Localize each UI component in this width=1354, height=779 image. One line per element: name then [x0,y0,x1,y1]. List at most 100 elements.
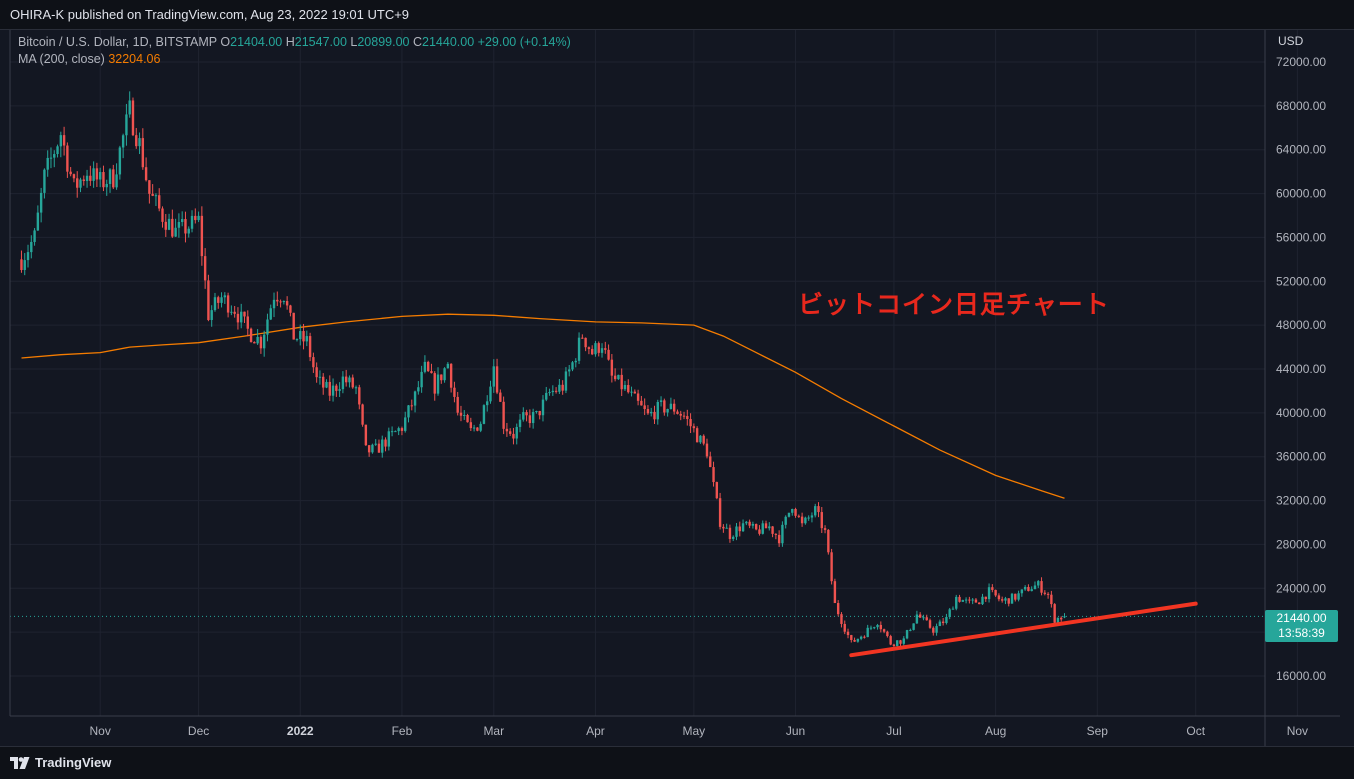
candle-body [630,391,633,393]
candle-body [623,385,627,390]
candle-body [479,423,482,431]
candle-body [1050,594,1053,605]
candle-body [505,428,509,432]
candle-body [1037,581,1040,586]
price-tick-label: 48000.00 [1276,318,1326,332]
candle-body [948,609,951,618]
candle-body [807,517,810,519]
candle-body [650,411,653,414]
candle-body [584,337,587,348]
price-chart[interactable]: 72000.00 68000.00 64000.00 60000.00 56000.00… [0,30,1354,746]
candle-body [56,146,59,155]
candle-body [305,336,309,342]
candle-body [210,310,213,320]
candle-body [105,183,108,188]
candle-body [108,169,112,184]
candle-body [551,390,555,393]
candle-body [666,409,669,413]
price-tick-label: 56000.00 [1276,230,1326,244]
candle-body [656,401,659,420]
candle-body [269,308,272,320]
candle-body [879,624,883,630]
candle-body [502,401,505,429]
candle-body [850,635,853,640]
legend-ma-value: 32204.06 [108,52,161,66]
candle-body [659,400,663,402]
candle-body [453,387,456,397]
candle-body [344,376,348,383]
candle-body [820,512,823,529]
candle-body [915,614,919,624]
candle-body [827,529,830,553]
candle-body [466,415,469,423]
candle-body [705,443,709,457]
legend-row-ma: MA (200, close) 32204.06 [18,51,571,68]
candle-body [387,431,391,447]
candle-body [843,623,846,632]
candle-body [791,509,794,513]
candle-body [846,631,850,636]
legend-row-symbol: Bitcoin / U.S. Dollar, 1D, BITSTAMP O214… [18,34,571,51]
candle-body [469,422,473,429]
candle-body [361,404,364,425]
candle-body [646,409,650,414]
time-tick-label: Nov [1287,724,1308,738]
candle-body [531,412,535,424]
candle-body [830,552,833,582]
tradingview-logo[interactable]: TradingView [10,755,111,770]
candle-body [213,297,217,311]
candle-body [761,523,764,534]
candle-body [1014,593,1017,600]
candle-body [446,363,450,369]
price-tick-label: 32000.00 [1276,494,1326,508]
candle-body [410,405,413,407]
candle-body [102,172,105,188]
chart-area[interactable]: 72000.00 68000.00 64000.00 60000.00 56000.00… [0,30,1354,746]
candle-body [89,175,92,181]
candle-body [840,614,843,624]
candle-body [230,311,233,313]
candle-body [76,178,79,188]
candle-body [692,426,696,429]
trendline [849,601,1198,658]
candle-body [79,179,82,188]
candle-body [135,135,138,147]
candle-body [226,295,230,313]
candle-body [745,521,748,524]
candle-body [758,529,761,534]
candle-body [905,630,909,639]
candle-body [194,215,197,221]
currency-label[interactable]: USD [1278,34,1304,48]
candle-body [994,589,997,596]
candle-body [653,411,656,420]
candle-body [72,174,76,179]
time-tick-label: Mar [483,724,504,738]
last-price: 21440.00 [1276,611,1327,625]
candle-body [223,295,227,298]
price-tick-label: 40000.00 [1276,406,1326,420]
time-axis[interactable]: Nov Dec 2022 Feb Mar Apr May Jun Jul Aug Sep Oct Nov [10,715,1340,738]
candle-body [741,523,745,532]
candle-body [351,377,354,388]
candle-body [236,313,240,323]
candle-body [728,527,732,539]
candle-body [925,617,928,621]
candle-body [869,627,873,629]
candle-body [636,393,640,401]
candle-body [171,218,174,237]
candle-body [495,366,499,393]
candle-body [984,596,987,600]
candle-body [190,215,194,229]
candle-body [715,482,719,499]
candle-body [53,154,56,158]
candle-body [23,260,26,271]
price-tick-label: 60000.00 [1276,187,1326,201]
candle-body [354,387,358,389]
candle-body [771,526,774,534]
candle-body [597,343,600,353]
candle-body [991,587,994,590]
candle-body [676,411,679,414]
candle-body [256,336,259,344]
candle-body [935,626,938,633]
candle-body [240,311,243,323]
